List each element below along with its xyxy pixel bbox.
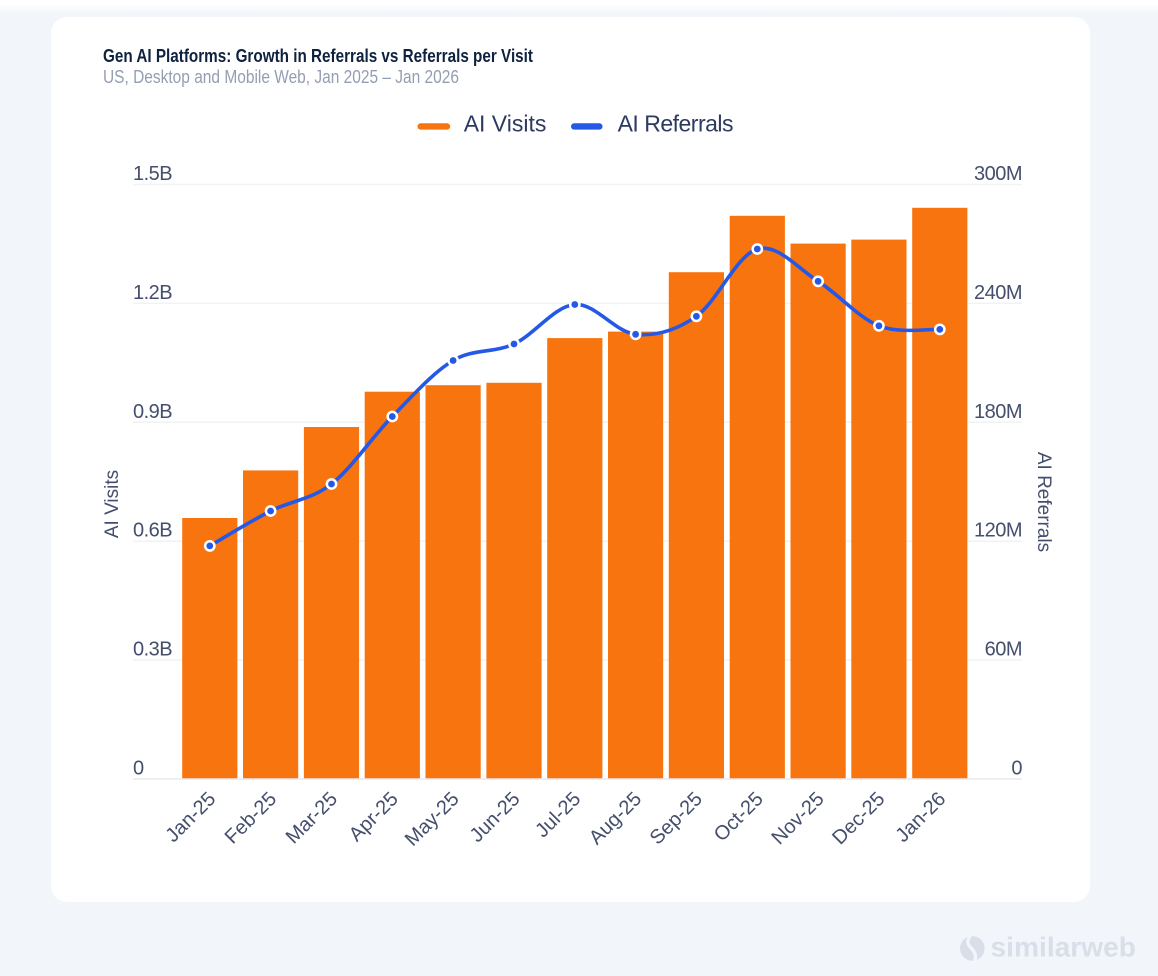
svg-text:120M: 120M [974,520,1022,542]
svg-text:1.5B: 1.5B [133,163,172,185]
svg-text:AI Visits: AI Visits [102,470,123,538]
svg-text:May-25: May-25 [401,788,464,851]
svg-text:similarweb: similarweb [991,932,1137,963]
svg-text:AI Referrals: AI Referrals [1033,452,1054,552]
svg-text:Jun-25: Jun-25 [466,788,525,847]
svg-text:0: 0 [133,758,144,780]
svg-text:Jan-25: Jan-25 [162,788,221,847]
svg-text:Jul-25: Jul-25 [531,788,585,842]
svg-text:Oct-25: Oct-25 [710,788,768,846]
svg-text:0.6B: 0.6B [133,520,172,542]
svg-text:Gen AI Platforms: Growth in Re: Gen AI Platforms: Growth in Referrals vs… [103,46,533,66]
svg-text:0.3B: 0.3B [133,639,172,661]
svg-text:180M: 180M [974,401,1022,423]
svg-text:Aug-25: Aug-25 [585,788,646,849]
svg-text:1.2B: 1.2B [133,282,172,304]
svg-text:AI Visits: AI Visits [464,111,547,137]
svg-text:Feb-25: Feb-25 [221,788,281,848]
svg-text:AI Referrals: AI Referrals [618,111,733,137]
svg-text:60M: 60M [985,639,1022,661]
svg-text:Sep-25: Sep-25 [646,788,707,849]
svg-text:300M: 300M [974,163,1022,185]
svg-text:240M: 240M [974,282,1022,304]
svg-text:Jan-26: Jan-26 [892,788,951,847]
svg-text:Nov-25: Nov-25 [767,788,828,849]
svg-text:Mar-25: Mar-25 [282,788,342,848]
svg-text:US, Desktop and Mobile Web, Ja: US, Desktop and Mobile Web, Jan 2025 – J… [103,67,459,87]
svg-text:0.9B: 0.9B [133,401,172,423]
svg-text:Dec-25: Dec-25 [828,788,889,849]
svg-text:0: 0 [1011,758,1022,780]
svg-text:Apr-25: Apr-25 [345,788,403,846]
